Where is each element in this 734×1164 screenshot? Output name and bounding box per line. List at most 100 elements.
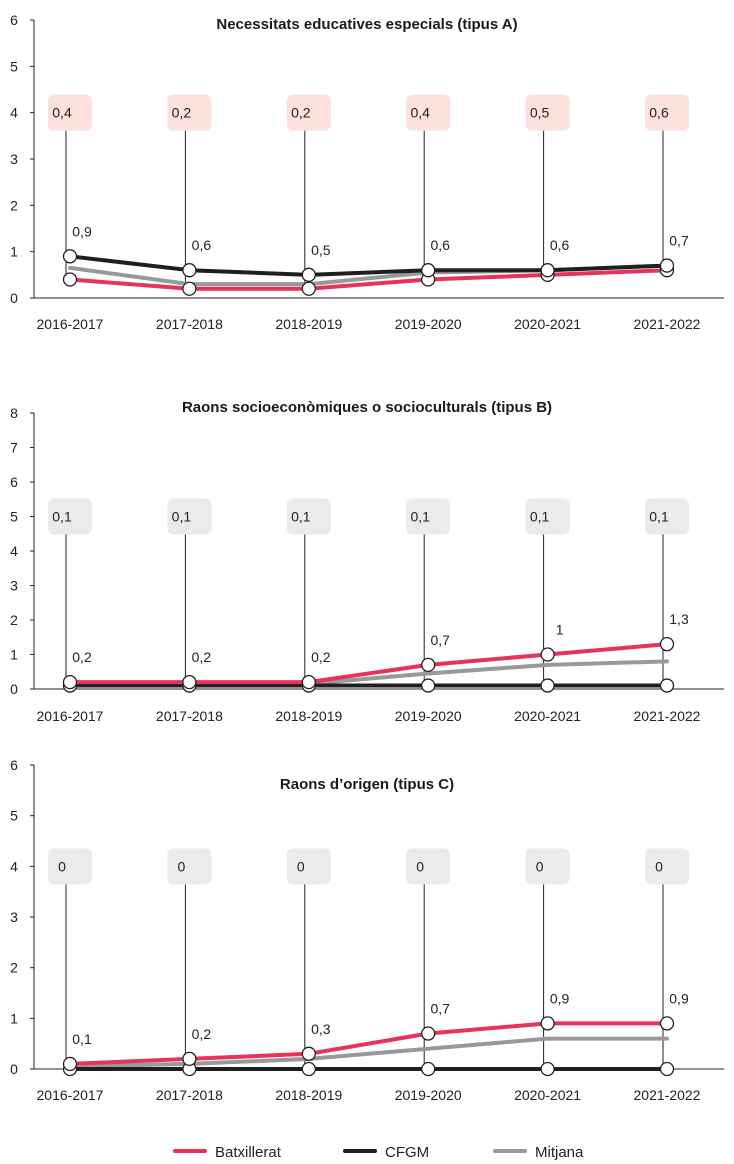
y-tick-label: 7 <box>10 440 18 456</box>
value-box-label: 0,5 <box>530 105 550 121</box>
value-box-label: 0,4 <box>410 105 430 121</box>
y-tick-label: 5 <box>10 808 18 824</box>
value-box-label: 0 <box>58 858 66 874</box>
y-tick-label: 1 <box>10 244 18 260</box>
box-leader-line <box>304 534 309 687</box>
series-line-batxillerat <box>68 268 669 291</box>
value-box <box>286 94 331 131</box>
x-tick-label: 2016-2017 <box>37 1087 104 1103</box>
x-tick-label: 2017-2018 <box>156 316 223 332</box>
value-box <box>48 848 92 885</box>
data-label: 0,7 <box>669 233 689 249</box>
data-point-batxillerat <box>659 637 675 652</box>
y-tick-label: 4 <box>10 105 18 121</box>
x-tick-label: 2019-2020 <box>395 708 462 724</box>
x-tick-label: 2017-2018 <box>156 1087 223 1103</box>
box-leader-line <box>662 884 667 1070</box>
data-point-cfgm <box>659 1061 675 1077</box>
value-box-label: 0,1 <box>649 509 669 525</box>
data-label: 0,2 <box>311 649 331 665</box>
data-point-batxillerat <box>421 657 436 672</box>
value-box <box>167 498 212 535</box>
x-tick-label: 2017-2018 <box>156 708 223 724</box>
data-point-cfgm <box>421 1061 436 1077</box>
series-line-mitjana <box>68 1036 669 1069</box>
value-box <box>406 498 451 535</box>
data-point-batxillerat <box>182 1051 197 1067</box>
y-tick-label: 0 <box>10 681 18 697</box>
data-point-cfgm <box>301 1061 316 1077</box>
box-leader-line <box>543 884 548 1070</box>
data-label: 0,2 <box>192 1026 212 1042</box>
data-point-batxillerat <box>540 1016 555 1031</box>
y-tick-label: 4 <box>10 858 18 874</box>
y-tick-label: 6 <box>10 757 18 773</box>
y-tick-label: 1 <box>10 1010 18 1026</box>
chart-title: Raons d’origen (tipus C) <box>280 776 454 793</box>
x-tick-label: 2016-2017 <box>37 708 104 724</box>
box-leader-line <box>65 534 70 687</box>
y-tick-label: 2 <box>10 960 18 976</box>
data-label: 0,7 <box>430 632 450 648</box>
data-point-batxillerat <box>301 1046 316 1061</box>
value-box <box>48 498 92 535</box>
value-box <box>406 848 451 885</box>
data-label: 0,7 <box>430 1001 450 1017</box>
value-box <box>167 94 212 131</box>
value-box-label: 0 <box>536 858 544 874</box>
data-label: 0,2 <box>72 649 92 665</box>
value-box <box>525 498 570 535</box>
y-tick-label: 8 <box>10 405 18 421</box>
y-tick-label: 2 <box>10 197 18 213</box>
y-tick-label: 5 <box>10 58 18 74</box>
y-tick-label: 3 <box>10 909 18 925</box>
x-tick-label: 2019-2020 <box>395 1087 462 1103</box>
y-tick-label: 5 <box>10 509 18 525</box>
data-point-batxillerat <box>182 674 197 690</box>
value-box-label: 0,2 <box>172 105 192 121</box>
data-point-batxillerat <box>659 1016 675 1031</box>
chart-panel-1: Necessitats educatives especials (tipus … <box>10 12 724 332</box>
box-leader-line <box>184 884 190 1070</box>
box-leader-line <box>543 130 548 276</box>
box-leader-line <box>65 884 70 1070</box>
value-box <box>645 848 689 885</box>
x-tick-label: 2020-2021 <box>514 316 581 332</box>
y-tick-label: 4 <box>10 543 18 559</box>
value-box-label: 0 <box>416 858 424 874</box>
data-label: 0,2 <box>192 649 212 665</box>
data-point-batxillerat <box>62 674 78 690</box>
x-tick-label: 2016-2017 <box>37 316 104 332</box>
box-leader-line <box>423 130 429 280</box>
data-point-cfgm <box>540 263 555 278</box>
data-label: 0,3 <box>311 1021 331 1037</box>
box-leader-line <box>662 130 667 271</box>
data-point-batxillerat <box>301 281 316 296</box>
data-point-cfgm <box>540 1061 555 1077</box>
data-label: 0,9 <box>72 223 92 239</box>
y-tick-label: 3 <box>10 578 18 594</box>
value-box-label: 0,1 <box>291 509 311 525</box>
data-point-batxillerat <box>62 1056 78 1072</box>
data-point-cfgm <box>659 678 675 693</box>
value-box <box>645 94 689 131</box>
series-line-batxillerat <box>68 1021 669 1066</box>
value-box <box>48 94 92 131</box>
value-box-label: 0,2 <box>291 105 311 121</box>
data-label: 1 <box>556 622 564 638</box>
data-point-batxillerat <box>62 272 78 287</box>
legend-label-batxillerat: Batxillerat <box>215 1144 282 1161</box>
value-box-label: 0,1 <box>530 509 550 525</box>
x-tick-label: 2018-2019 <box>275 316 342 332</box>
x-tick-label: 2021-2022 <box>634 1087 701 1103</box>
value-box <box>645 498 689 535</box>
y-tick-label: 6 <box>10 12 18 28</box>
value-box <box>286 498 331 535</box>
box-leader-line <box>184 534 190 687</box>
x-tick-label: 2018-2019 <box>275 1087 342 1103</box>
value-box-label: 0,1 <box>52 509 72 525</box>
data-point-cfgm <box>540 678 555 693</box>
value-box-label: 0,6 <box>649 105 669 121</box>
y-tick-label: 0 <box>10 290 18 306</box>
box-leader-line <box>304 130 309 290</box>
